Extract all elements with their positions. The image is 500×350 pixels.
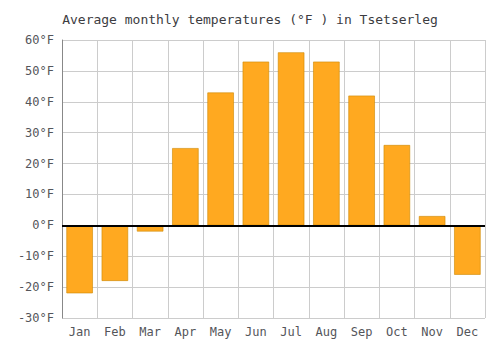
svg-text:Mar: Mar bbox=[139, 325, 161, 339]
svg-text:Oct: Oct bbox=[386, 325, 408, 339]
svg-text:Jul: Jul bbox=[280, 325, 302, 339]
svg-text:May: May bbox=[210, 325, 232, 339]
svg-text:Apr: Apr bbox=[175, 325, 197, 339]
svg-text:0°F: 0°F bbox=[32, 218, 54, 232]
svg-text:Sep: Sep bbox=[351, 325, 373, 339]
svg-text:Nov: Nov bbox=[421, 325, 443, 339]
svg-text:-30°F: -30°F bbox=[18, 311, 54, 325]
svg-text:Jan: Jan bbox=[69, 325, 91, 339]
svg-text:Aug: Aug bbox=[316, 325, 338, 339]
svg-text:50°F: 50°F bbox=[25, 64, 54, 78]
svg-text:-10°F: -10°F bbox=[18, 249, 54, 263]
svg-text:10°F: 10°F bbox=[25, 187, 54, 201]
svg-text:20°F: 20°F bbox=[25, 157, 54, 171]
svg-text:Dec: Dec bbox=[457, 325, 479, 339]
svg-text:40°F: 40°F bbox=[25, 95, 54, 109]
svg-text:60°F: 60°F bbox=[25, 33, 54, 47]
svg-text:-20°F: -20°F bbox=[18, 280, 54, 294]
svg-text:Average monthly temperatures (: Average monthly temperatures (°F ) in Ts… bbox=[62, 12, 438, 27]
svg-text:Jun: Jun bbox=[245, 325, 267, 339]
svg-text:30°F: 30°F bbox=[25, 126, 54, 140]
svg-text:Feb: Feb bbox=[104, 325, 126, 339]
